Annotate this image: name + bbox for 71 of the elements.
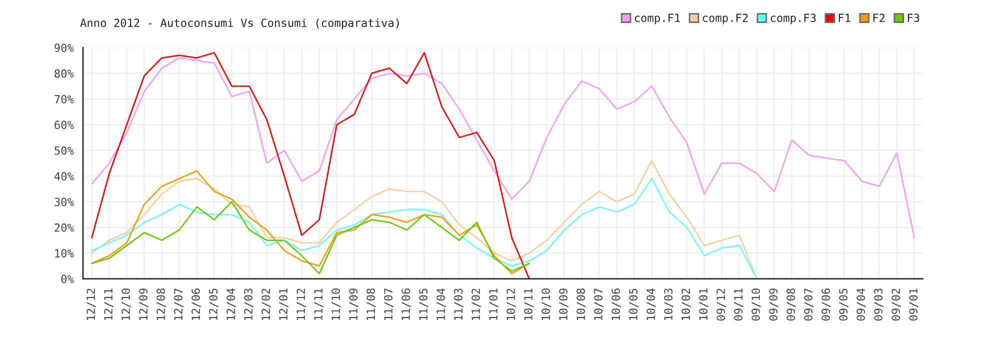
x-tick-label: 11/04 bbox=[436, 288, 446, 320]
x-tick-label: 09/07 bbox=[804, 288, 814, 321]
x-tick-label: 09/09 bbox=[769, 288, 778, 321]
x-tick-label: 11/08 bbox=[366, 288, 376, 320]
x-tick-label: 10/03 bbox=[664, 288, 674, 320]
line-series bbox=[91, 52, 530, 279]
line-series bbox=[91, 160, 758, 279]
x-tick-label: 12/10 bbox=[122, 288, 131, 320]
x-tick-label: 10/02 bbox=[682, 288, 691, 320]
x-tick-label: 12/08 bbox=[156, 288, 166, 320]
y-tick-label: 70% bbox=[54, 94, 74, 104]
y-tick-label: 10% bbox=[55, 249, 74, 258]
y-tick-label: 0% bbox=[61, 274, 74, 284]
x-tick-label: 11/07 bbox=[384, 288, 394, 320]
x-tick-label: 11/05 bbox=[419, 288, 428, 320]
x-tick-label: 12/06 bbox=[192, 288, 201, 320]
x-tick-label: 09/04 bbox=[856, 288, 866, 321]
x-tick-label: 11/10 bbox=[332, 288, 341, 320]
line-series bbox=[91, 201, 530, 274]
legend-label: comp.F3 bbox=[770, 14, 816, 24]
y-tick-label: 30% bbox=[54, 198, 74, 206]
x-tick-label: 11/09 bbox=[349, 288, 358, 320]
x-tick-label: 11/11 bbox=[314, 288, 324, 320]
line-series bbox=[91, 57, 915, 238]
y-tick-label: 80% bbox=[54, 69, 74, 78]
x-tick-label: 09/03 bbox=[874, 288, 884, 321]
x-tick-label: 12/07 bbox=[174, 288, 184, 320]
x-tick-label: 11/12 bbox=[296, 288, 306, 320]
x-tick-label: 12/12 bbox=[86, 288, 96, 320]
x-tick-label: 12/03 bbox=[244, 288, 254, 320]
x-tick-label: 10/12 bbox=[506, 288, 516, 320]
x-tick-label: 09/12 bbox=[716, 288, 726, 321]
x-tick-label: 09/01 bbox=[909, 288, 918, 321]
line-series bbox=[91, 170, 530, 274]
x-tick-label: 10/11 bbox=[524, 288, 534, 320]
x-tick-label: 12/01 bbox=[279, 288, 288, 320]
x-tick-label: 12/09 bbox=[139, 288, 148, 320]
x-tick-label: 10/06 bbox=[612, 288, 621, 320]
x-tick-label: 12/02 bbox=[262, 288, 271, 320]
chart-title: Anno 2012 - Autoconsumi Vs Consumi (comparativa) bbox=[80, 18, 399, 30]
legend-label: F2 bbox=[873, 14, 885, 22]
legend-label: comp.F1 bbox=[634, 14, 680, 24]
x-tick-label: 11/01 bbox=[489, 288, 498, 320]
y-tick-label: 60% bbox=[54, 120, 74, 130]
x-tick-label: 12/05 bbox=[209, 288, 218, 320]
x-tick-label: 10/05 bbox=[629, 288, 638, 320]
x-tick-label: 10/08 bbox=[576, 288, 586, 320]
x-tick-label: 11/02 bbox=[472, 288, 481, 320]
x-tick-label: 10/01 bbox=[699, 288, 708, 320]
legend-label: comp.F2 bbox=[702, 14, 748, 24]
legend-label: F3 bbox=[908, 14, 920, 22]
x-tick-label: 11/06 bbox=[402, 288, 411, 320]
y-tick-label: 90% bbox=[54, 44, 74, 52]
x-tick-label: 10/04 bbox=[646, 288, 656, 320]
legend-label: F1 bbox=[838, 14, 850, 22]
x-tick-label: 09/05 bbox=[839, 288, 848, 321]
line-series bbox=[91, 178, 758, 279]
x-tick-label: 09/11 bbox=[734, 288, 744, 321]
x-tick-label: 10/07 bbox=[594, 288, 604, 320]
x-tick-label: 12/04 bbox=[226, 288, 236, 320]
x-tick-label: 12/11 bbox=[104, 288, 114, 320]
x-tick-label: 10/09 bbox=[559, 288, 568, 320]
x-tick-label: 09/06 bbox=[822, 288, 831, 321]
x-tick-label: 09/08 bbox=[786, 288, 796, 321]
x-tick-label: 09/02 bbox=[892, 288, 901, 321]
y-tick-label: 40% bbox=[54, 172, 74, 180]
y-tick-label: 20% bbox=[54, 223, 74, 232]
x-tick-label: 09/10 bbox=[752, 288, 761, 321]
x-tick-label: 11/03 bbox=[454, 288, 464, 320]
y-tick-label: 50% bbox=[54, 146, 74, 155]
x-tick-label: 10/10 bbox=[542, 288, 551, 320]
